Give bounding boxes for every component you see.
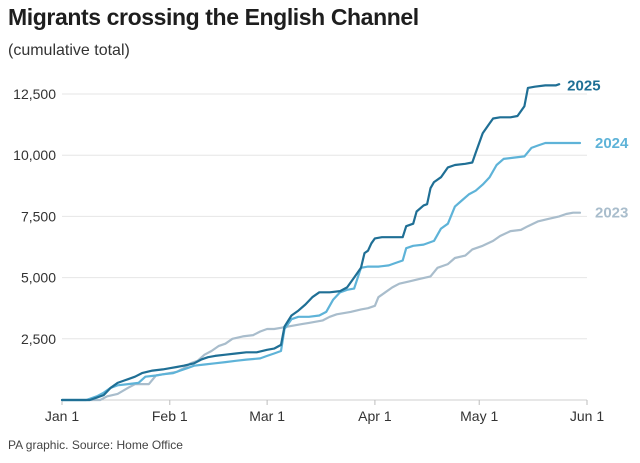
series-line-2025 bbox=[60, 83, 561, 402]
y-tick-label: 12,500 bbox=[13, 86, 56, 102]
gridlines bbox=[62, 93, 587, 401]
y-tick-label: 2,500 bbox=[21, 331, 56, 347]
x-tick-label: May 1 bbox=[460, 408, 498, 424]
x-tick-label: Feb 1 bbox=[152, 408, 188, 424]
series-label-2023: 2023 bbox=[595, 205, 628, 222]
x-tick-label: Mar 1 bbox=[249, 408, 285, 424]
chart-title: Migrants crossing the English Channel bbox=[8, 4, 419, 30]
series-labels: 2025 2024 2023 bbox=[567, 77, 629, 221]
y-tick-label: 10,000 bbox=[13, 147, 56, 163]
series-line-2024 bbox=[60, 141, 582, 402]
y-tick-label: 5,000 bbox=[21, 270, 56, 286]
series-label-2025: 2025 bbox=[567, 77, 600, 94]
x-tick-label: Jan 1 bbox=[45, 408, 79, 424]
series-lines bbox=[60, 83, 582, 402]
y-tick-label: 7,500 bbox=[21, 208, 56, 224]
x-tick-label: Apr 1 bbox=[358, 408, 392, 424]
x-axis-ticks: Jan 1 Feb 1 Mar 1 Apr 1 May 1 Jun 1 bbox=[45, 400, 604, 424]
x-tick-label: Jun 1 bbox=[570, 408, 604, 424]
series-line-2023 bbox=[60, 211, 582, 402]
y-axis-ticks: 2,500 5,000 7,500 10,000 12,500 bbox=[13, 86, 56, 347]
source-credit: PA graphic. Source: Home Office bbox=[8, 438, 183, 452]
series-label-2024: 2024 bbox=[595, 135, 629, 152]
chart-subtitle: (cumulative total) bbox=[8, 42, 130, 59]
